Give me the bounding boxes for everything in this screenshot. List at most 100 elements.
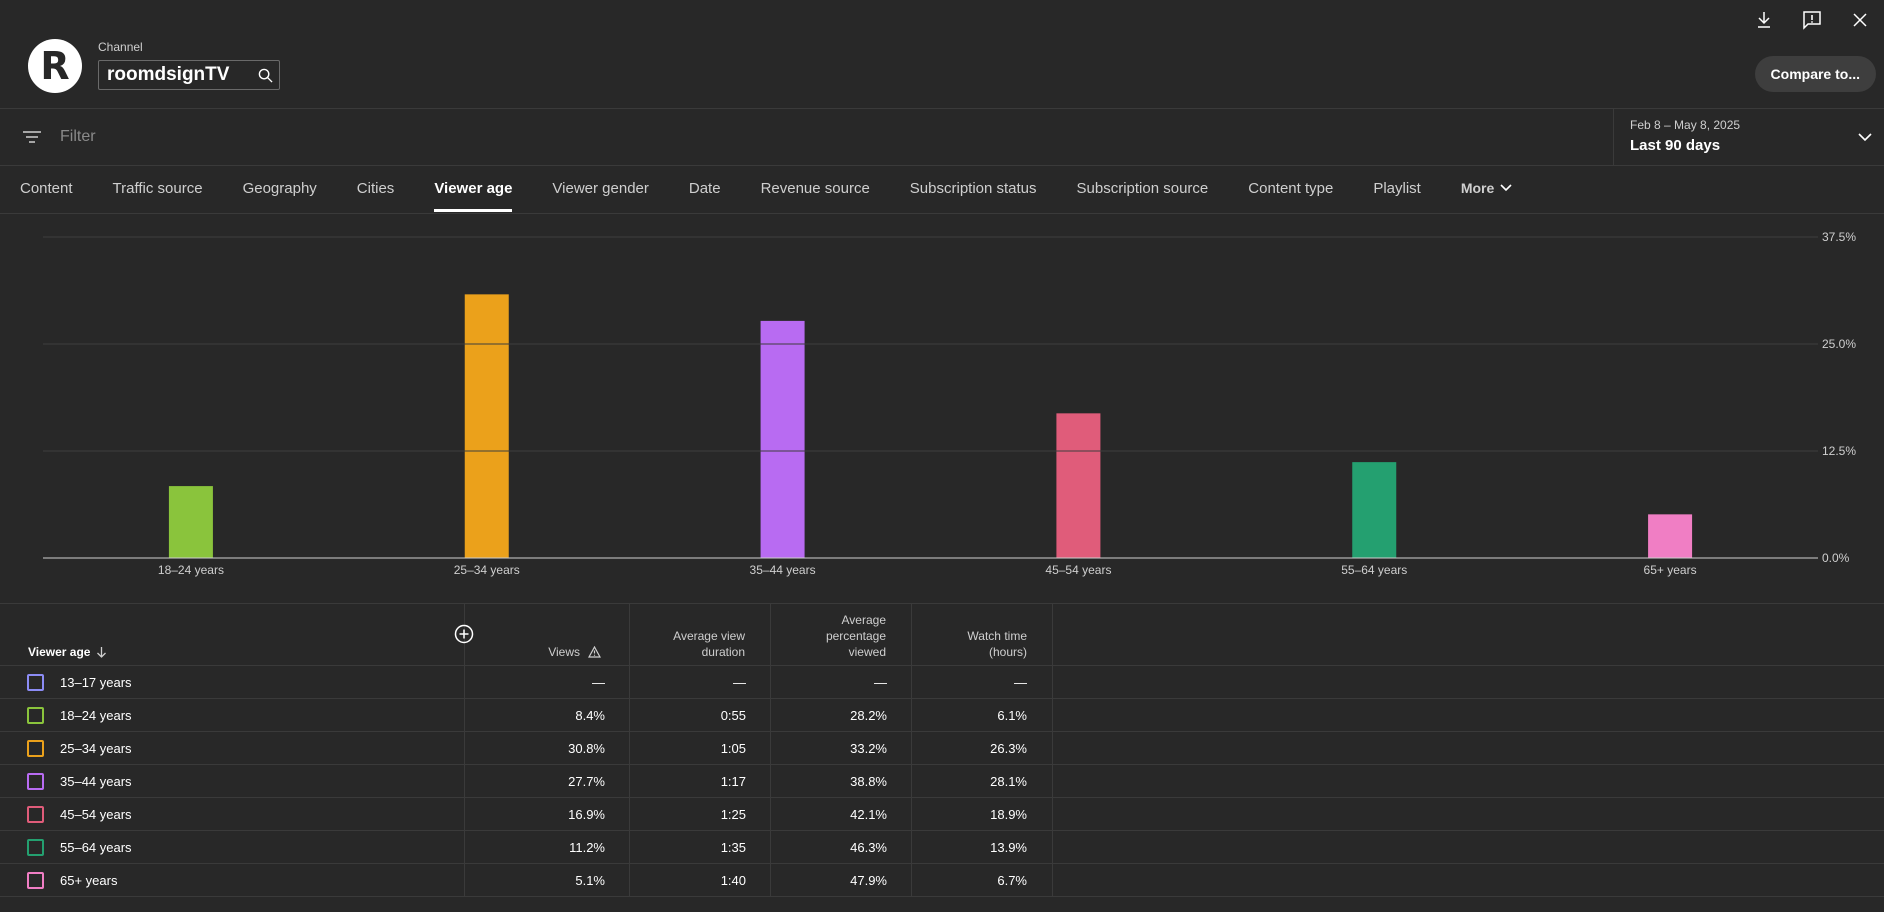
tab-subscription-source[interactable]: Subscription source: [1076, 180, 1209, 197]
chevron-down-icon: [1858, 129, 1872, 147]
x-tick-label: 55–64 years: [1341, 563, 1407, 577]
tab-revenue-source[interactable]: Revenue source: [760, 180, 870, 197]
header-views-label: Views: [548, 645, 580, 659]
bar-25-34-years[interactable]: [464, 294, 509, 558]
row-label: 45–54 years: [60, 807, 132, 822]
tab-viewer-gender[interactable]: Viewer gender: [552, 180, 649, 197]
tab-more[interactable]: More: [1461, 166, 1512, 212]
add-column-icon[interactable]: [454, 624, 474, 644]
compare-button[interactable]: Compare to...: [1754, 56, 1876, 92]
channel-label: Channel: [98, 40, 143, 54]
download-icon[interactable]: [1740, 8, 1788, 32]
x-tick-label: 45–54 years: [1045, 563, 1111, 577]
row-label: 18–24 years: [60, 708, 132, 723]
close-icon[interactable]: [1836, 8, 1884, 32]
header-apv-line3: viewed: [848, 645, 886, 659]
cell-apv: 38.8%: [850, 774, 887, 789]
cell-apv: 42.1%: [850, 807, 887, 822]
y-tick-label: 37.5%: [1822, 230, 1856, 244]
cell-avd: 1:25: [720, 807, 746, 822]
cell-avd: 0:55: [720, 708, 746, 723]
x-tick-label: 35–44 years: [750, 563, 816, 577]
filter-input[interactable]: Filter: [60, 128, 96, 145]
tab-content-type[interactable]: Content type: [1248, 180, 1334, 197]
dimension-tabs: Content Traffic source Geography Cities View…: [0, 166, 1532, 212]
cell-watch: 13.9%: [990, 840, 1027, 855]
tab-viewer-age[interactable]: Viewer age: [434, 166, 513, 212]
cell-apv: 28.2%: [850, 708, 887, 723]
date-range-selector[interactable]: Feb 8 – May 8, 2025 Last 90 days: [1613, 109, 1884, 165]
header-apv-line1: Average: [841, 613, 886, 627]
cell-views: 5.1%: [575, 873, 605, 888]
header-apv-line2: percentage: [825, 629, 886, 643]
tab-date[interactable]: Date: [688, 180, 721, 197]
column-divider: [770, 603, 771, 897]
tab-traffic-source[interactable]: Traffic source: [112, 180, 203, 197]
bar-65+-years[interactable]: [1648, 514, 1693, 558]
cell-apv: —: [874, 675, 887, 690]
column-divider: [911, 603, 912, 897]
bar-45-54-years[interactable]: [1056, 413, 1101, 558]
row-label: 13–17 years: [60, 675, 132, 690]
series-checkbox[interactable]: [27, 872, 44, 889]
cell-watch: 18.9%: [990, 807, 1027, 822]
tab-content[interactable]: Content: [20, 180, 73, 197]
bar-35-44-years[interactable]: [760, 320, 805, 558]
cell-watch: 28.1%: [990, 774, 1027, 789]
cell-views: 16.9%: [568, 807, 605, 822]
series-checkbox[interactable]: [27, 806, 44, 823]
tab-geography[interactable]: Geography: [242, 180, 317, 197]
table-row[interactable]: 18–24 years 8.4% 0:55 28.2% 6.1%: [0, 699, 1884, 732]
header-views[interactable]: Views: [465, 603, 605, 666]
filter-bar[interactable]: Filter: [0, 109, 1613, 165]
cell-watch: 6.7%: [997, 873, 1027, 888]
y-tick-label: 12.5%: [1822, 444, 1856, 458]
table-row[interactable]: 25–34 years 30.8% 1:05 33.2% 26.3%: [0, 732, 1884, 765]
tab-cities[interactable]: Cities: [356, 180, 395, 197]
series-checkbox[interactable]: [27, 674, 44, 691]
feedback-icon[interactable]: [1788, 8, 1836, 32]
table-body: 13–17 years — — — — 18–24 years 8.4% 0:55 28.2% 6…: [0, 666, 1884, 897]
divider: [0, 108, 1884, 109]
row-label: 65+ years: [60, 873, 118, 888]
divider: [0, 603, 1884, 604]
channel-name: roomdsignTV: [107, 64, 230, 85]
series-checkbox[interactable]: [27, 839, 44, 856]
date-range: Feb 8 – May 8, 2025: [1630, 118, 1741, 132]
header-watch-line2: (hours): [988, 645, 1027, 659]
bar-18-24-years[interactable]: [168, 486, 213, 558]
series-checkbox[interactable]: [27, 740, 44, 757]
header-viewer-age[interactable]: Viewer age: [28, 603, 168, 666]
filter-icon[interactable]: [22, 127, 42, 147]
search-icon[interactable]: [251, 68, 279, 83]
header-watch-line1: Watch time: [967, 629, 1027, 643]
divider: [0, 165, 1884, 166]
bar-55-64-years[interactable]: [1352, 462, 1397, 558]
viewer-age-bar-chart: 18–24 years 25–34 years 35–44 years 45–54 y…: [43, 230, 1856, 577]
table-row[interactable]: 65+ years 5.1% 1:40 47.9% 6.7%: [0, 864, 1884, 897]
cell-views: 27.7%: [568, 774, 605, 789]
header-average-percentage-viewed[interactable]: Average percentage viewed: [770, 603, 890, 666]
header-viewer-age-label: Viewer age: [28, 645, 91, 659]
chevron-down-icon: [1500, 184, 1512, 192]
table-row[interactable]: 55–64 years 11.2% 1:35 46.3% 13.9%: [0, 831, 1884, 864]
cell-views: —: [592, 675, 605, 690]
table-row[interactable]: 13–17 years — — — —: [0, 666, 1884, 699]
channel-selector[interactable]: roomdsignTV: [98, 60, 280, 90]
table-row[interactable]: 45–54 years 16.9% 1:25 42.1% 18.9%: [0, 798, 1884, 831]
tab-playlist[interactable]: Playlist: [1373, 180, 1421, 197]
table-row[interactable]: 35–44 years 27.7% 1:17 38.8% 28.1%: [0, 765, 1884, 798]
x-tick-label: 65+ years: [1644, 563, 1697, 577]
series-checkbox[interactable]: [27, 773, 44, 790]
header-avd-line1: Average view: [673, 629, 745, 643]
header-average-view-duration[interactable]: Average view duration: [629, 603, 749, 666]
cell-avd: 1:40: [720, 873, 746, 888]
y-tick-label: 25.0%: [1822, 337, 1856, 351]
x-tick-label: 25–34 years: [454, 563, 520, 577]
header-watch-time[interactable]: Watch time (hours): [911, 603, 1031, 666]
tab-subscription-status[interactable]: Subscription status: [909, 180, 1037, 197]
channel-logo: R: [28, 39, 82, 93]
series-checkbox[interactable]: [27, 707, 44, 724]
table-header: Viewer age Views Average view duration Av…: [0, 603, 1884, 666]
date-period: Last 90 days: [1630, 137, 1721, 154]
